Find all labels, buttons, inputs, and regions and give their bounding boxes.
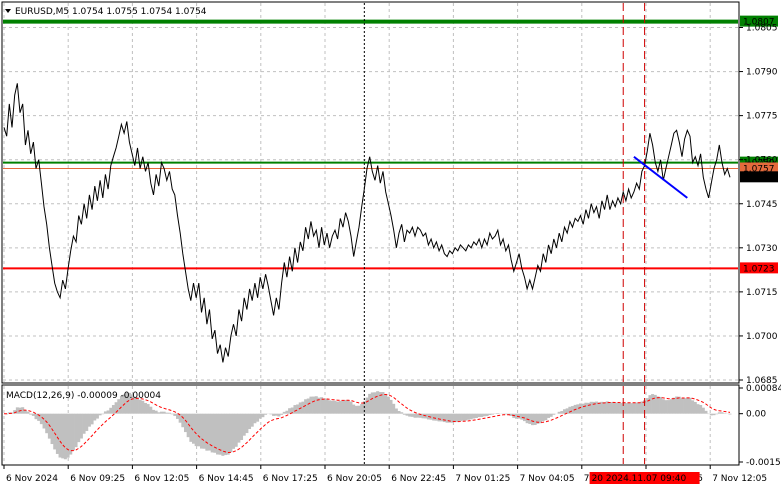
macd-tick-label: 0.00084: [746, 384, 781, 394]
level-badge: [740, 262, 778, 274]
macd-tick-label: -0.00158: [746, 458, 781, 468]
level-badge: [740, 162, 778, 174]
x-tick-label: 6 Nov 17:25: [263, 474, 318, 484]
y-tick-label: 1.0745: [746, 200, 778, 210]
level-label: 1.0723: [743, 264, 775, 274]
macd-tick-label: 0.00: [746, 410, 766, 420]
x-tick-label: 6 Nov 20:05: [327, 474, 382, 484]
current-price-label: 1.0754: [743, 173, 775, 183]
x-tick-label: 6 Nov 09:25: [70, 474, 125, 484]
macd-signal-line: [3, 393, 731, 454]
x-tick-label: 6 Nov 14:45: [199, 474, 254, 484]
trend-line[interactable]: [633, 155, 688, 199]
y-tick-label: 1.0775: [746, 112, 778, 122]
symbol-header: EURUSD,M5 1.0754 1.0755 1.0754 1.0754: [15, 7, 207, 17]
vertical-markers: [363, 3, 646, 464]
x-tick-label: 6 Nov 2024: [6, 474, 58, 484]
y-tick-label: 1.0700: [746, 332, 778, 342]
x-tick-label: 6 Nov 12:05: [134, 474, 189, 484]
macd-header: MACD(12,26,9) -0.00009 -0.00004: [6, 391, 161, 401]
y-tick-label: 1.0760: [746, 156, 778, 166]
level-badge: [740, 156, 778, 168]
level-label: 1.0807: [743, 18, 775, 28]
level-label: 1.0757: [743, 165, 775, 175]
x-tick-label: 7 Nov 01:25: [455, 474, 510, 484]
y-tick-label: 1.0790: [746, 68, 778, 78]
y-tick-label: 1.0805: [746, 24, 778, 34]
time-cursor-label: 20 2024.11.07 09:40: [592, 474, 687, 484]
x-tick-label: 7 Nov 12:05: [712, 474, 767, 484]
level-badge: [740, 15, 778, 27]
price-series-line: [3, 83, 731, 363]
collapse-arrow-icon[interactable]: [5, 9, 11, 13]
x-tick-label: 7 Nov 04:05: [520, 474, 575, 484]
time-axis: 6 Nov 2024 6 Nov 09:25 6 Nov 12:05 6 Nov 14…: [3, 465, 767, 484]
time-cursor-badge: [589, 472, 700, 484]
current-price-badge: [740, 171, 778, 183]
price-axis: 1.06851.07001.07151.07301.07451.07601.07…: [739, 24, 781, 468]
y-tick-label: 1.0715: [746, 288, 778, 298]
y-tick-label: 1.0685: [746, 376, 778, 386]
x-tick-label: 6 Nov 22:45: [391, 474, 446, 484]
y-tick-label: 1.0730: [746, 244, 778, 254]
price-panel-frame: [1, 1, 740, 384]
